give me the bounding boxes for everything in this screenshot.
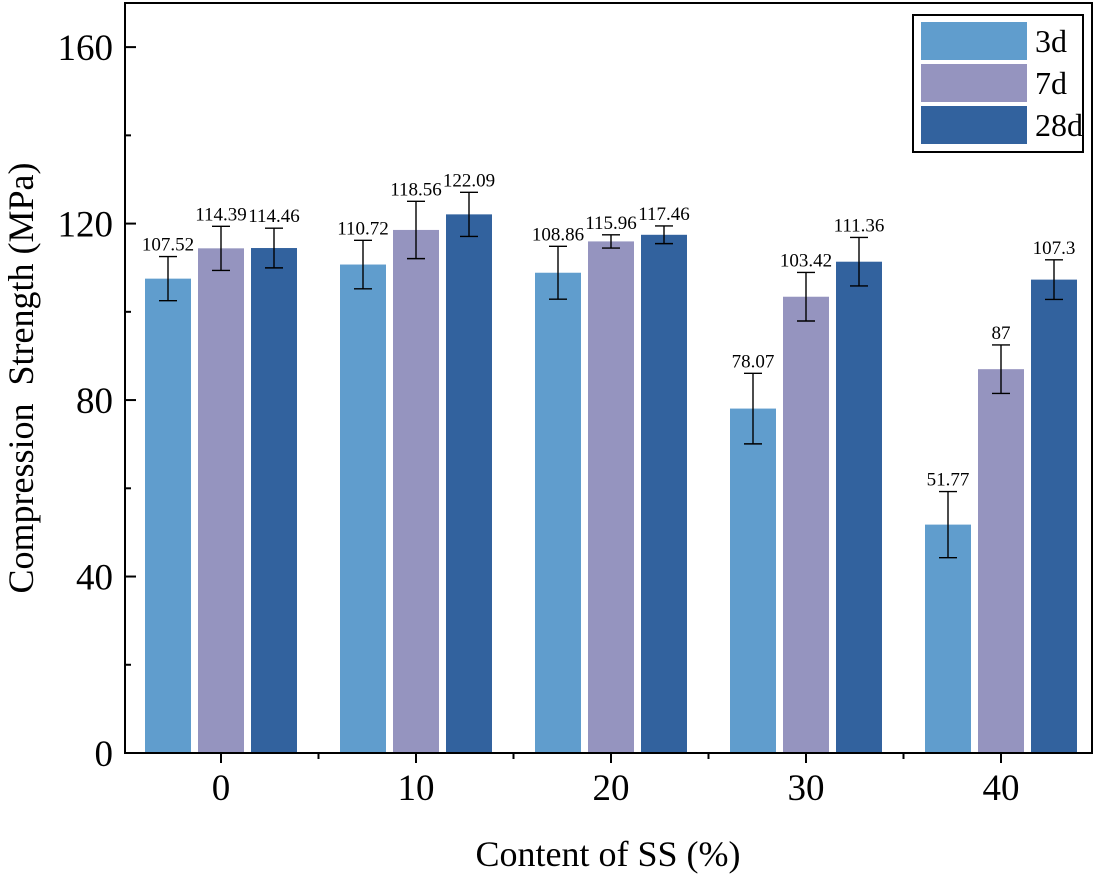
x-tick-label: 30 [788,768,825,809]
bar-28d-10 [446,214,492,753]
legend-label: 3d [1035,23,1067,59]
y-axis: 0 40 80 120 160 [58,28,136,775]
data-label-7d-30: 103.42 [780,250,832,271]
error-bar-7d-40 [992,344,1010,395]
bar-7d-20 [588,241,634,754]
legend-item-7d: 7d [921,64,1067,102]
error-bar-28d-0 [265,227,283,269]
data-label-7d-40: 87 [992,323,1011,344]
x-tick-label: 0 [212,768,231,809]
bar-28d-0 [251,248,297,753]
data-label-7d-0: 114.39 [195,204,247,225]
bar-28d-30 [836,261,882,753]
bar-28d-20 [641,234,687,753]
data-label-28d-0: 114.46 [248,206,300,227]
data-label-7d-20: 115.96 [585,213,637,234]
legend-swatch [921,64,1027,102]
bar-3d-20 [535,272,581,753]
data-label-3d-30: 78.07 [732,351,775,372]
data-label-28d-10: 122.09 [443,170,495,191]
bar-7d-0 [198,248,244,753]
error-bar-7d-0 [212,225,230,272]
y-tick-label: 120 [58,205,114,246]
data-label-3d-10: 110.72 [337,218,389,239]
bar-3d-0 [145,278,191,753]
y-tick-label: 160 [58,28,114,69]
bar-7d-30 [783,296,829,753]
error-bar-7d-30 [797,271,815,322]
data-label-28d-40: 107.3 [1033,238,1076,259]
bar-28d-40 [1031,279,1077,753]
data-label-3d-40: 51.77 [927,470,970,491]
error-bar-3d-40 [939,490,957,559]
plot-frame [124,2,1093,754]
x-axis: 0 10 20 30 40 [212,753,1020,809]
bar-7d-10 [393,229,439,754]
error-bar-7d-10 [407,200,425,260]
error-bar-7d-20 [602,234,620,249]
error-bar-3d-10 [354,239,372,290]
y-axis-title: Compression Strength (MPa) [1,163,41,594]
legend-box [912,14,1084,153]
x-tick-label: 40 [983,768,1020,809]
bar-7d-40 [978,369,1024,753]
legend-swatch [921,106,1027,144]
legend-label: 28d [1035,107,1083,143]
bar-3d-40 [925,524,971,753]
error-bar-3d-0 [159,255,177,302]
legend-label: 7d [1035,65,1067,101]
error-bar-28d-10 [460,191,478,238]
error-bar-3d-20 [549,245,567,300]
x-tick-label: 10 [398,768,435,809]
data-label-28d-20: 117.46 [638,204,690,225]
data-label-3d-20: 108.86 [532,224,584,245]
data-label-28d-30: 111.36 [834,215,885,236]
legend: 3d 7d 28d [912,14,1084,153]
error-bars-layer [159,191,1063,559]
error-bar-28d-30 [850,236,868,287]
error-bar-28d-20 [655,225,673,245]
legend-item-3d: 3d [921,22,1067,60]
error-bar-3d-30 [744,372,762,445]
data-label-3d-0: 107.52 [142,235,194,256]
data-label-7d-10: 118.56 [390,179,442,200]
bar-3d-10 [340,264,386,753]
data-labels-layer: 107.52 110.72 108.86 78.07 51.77 114.39 118.56… [142,170,1076,490]
x-axis-title: Content of SS (%) [476,834,741,874]
x-tick-label: 20 [593,768,630,809]
bars-layer [145,214,1077,754]
error-bar-28d-40 [1045,259,1063,301]
y-tick-label: 40 [76,558,113,599]
y-tick-label: 0 [95,734,114,775]
y-tick-label: 80 [76,381,113,422]
bar-3d-30 [730,408,776,753]
legend-item-28d: 28d [921,106,1083,144]
legend-swatch [921,22,1027,60]
